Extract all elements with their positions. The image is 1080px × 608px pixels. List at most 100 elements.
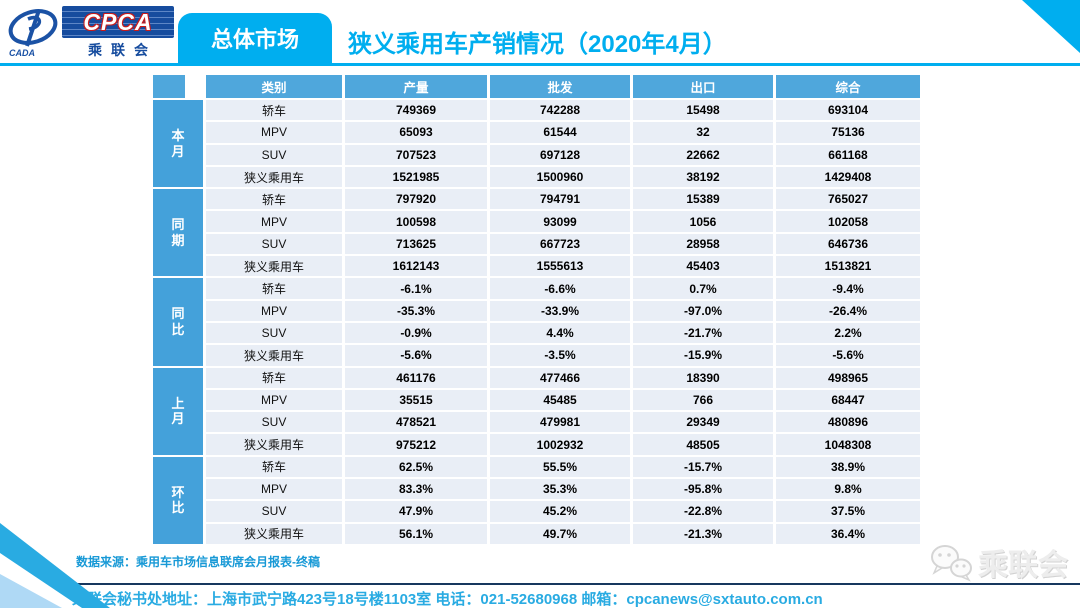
value-cell-composite: 1429408 — [776, 166, 920, 188]
row-group-label: 同比 — [153, 278, 203, 366]
value-cell-wholesale: -33.9% — [490, 300, 630, 321]
value-cell-export: 0.7% — [633, 278, 773, 299]
value-cell-export: 18390 — [633, 367, 773, 388]
value-cell-composite: -9.4% — [776, 278, 920, 299]
value-cell-export: -22.8% — [633, 501, 773, 522]
category-cell: 狭义乘用车 — [206, 166, 342, 188]
value-cell-composite: 765027 — [776, 189, 920, 210]
category-cell: 轿车 — [206, 278, 342, 299]
watermark-text: 乘联会 — [978, 549, 1068, 582]
row-group-label: 环比 — [153, 456, 203, 544]
category-cell: 轿车 — [206, 456, 342, 478]
section-tab: 总体市场 — [178, 13, 332, 63]
column-header-wholesale: 批发 — [490, 75, 630, 98]
value-cell-export: 22662 — [633, 144, 773, 165]
category-cell: SUV — [206, 412, 342, 433]
value-cell-composite: 75136 — [776, 122, 920, 143]
category-cell: 狭义乘用车 — [206, 345, 342, 366]
row-group-label-text: 环比 — [171, 484, 185, 516]
category-cell: SUV — [206, 322, 342, 344]
value-cell-export: -15.7% — [633, 456, 773, 478]
value-cell-production: 65093 — [345, 122, 487, 143]
corner-stripes-decoration — [0, 523, 110, 608]
value-cell-wholesale: 794791 — [490, 189, 630, 210]
category-cell: 轿车 — [206, 367, 342, 388]
value-cell-composite: 9.8% — [776, 479, 920, 500]
row-group-label: 上月 — [153, 367, 203, 455]
value-cell-wholesale: 477466 — [490, 367, 630, 388]
corner-triangle-decoration — [1022, 0, 1080, 53]
table-corner-cell — [153, 75, 203, 98]
value-cell-export: 15389 — [633, 189, 773, 210]
value-cell-wholesale: 1002932 — [490, 434, 630, 455]
value-cell-wholesale: 93099 — [490, 211, 630, 232]
category-cell: SUV — [206, 501, 342, 522]
header-rule — [0, 63, 1080, 66]
row-group-label-text: 上月 — [171, 395, 185, 427]
category-cell: 轿车 — [206, 100, 342, 121]
value-cell-export: -15.9% — [633, 345, 773, 366]
value-cell-composite: 480896 — [776, 412, 920, 433]
contact-line: 乘联会秘书处地址：上海市武宁路423号18号楼1103室 电话：021-5268… — [72, 591, 823, 608]
value-cell-production: 35515 — [345, 389, 487, 411]
value-cell-wholesale: 742288 — [490, 100, 630, 121]
value-cell-production: 707523 — [345, 144, 487, 165]
value-cell-composite: 36.4% — [776, 523, 920, 544]
value-cell-composite: 1048308 — [776, 434, 920, 455]
value-cell-composite: 2.2% — [776, 322, 920, 344]
value-cell-export: -21.3% — [633, 523, 773, 544]
value-cell-export: 15498 — [633, 100, 773, 121]
category-cell: MPV — [206, 211, 342, 232]
row-group-label: 本月 — [153, 100, 203, 188]
value-cell-export: 28958 — [633, 233, 773, 255]
value-cell-composite: 37.5% — [776, 501, 920, 522]
column-header-production: 产量 — [345, 75, 487, 98]
emblem-text: CADA — [9, 48, 35, 58]
value-cell-export: -97.0% — [633, 300, 773, 321]
row-group-label-text: 同期 — [171, 217, 185, 248]
value-cell-export: 48505 — [633, 434, 773, 455]
value-cell-wholesale: -3.5% — [490, 345, 630, 366]
value-cell-production: 56.1% — [345, 523, 487, 544]
value-cell-wholesale: -6.6% — [490, 278, 630, 299]
value-cell-wholesale: 61544 — [490, 122, 630, 143]
column-header-category: 类别 — [206, 75, 342, 98]
market-table: 类别 产量 批发 出口 综合 本月 轿车 749369 742288 15498 693104 MPV… — [153, 75, 920, 544]
wechat-watermark: 乘联会 — [928, 540, 1068, 584]
value-cell-production: 749369 — [345, 100, 487, 121]
value-cell-production: 461176 — [345, 367, 487, 388]
category-cell: 狭义乘用车 — [206, 434, 342, 455]
value-cell-export: 45403 — [633, 256, 773, 277]
source-note: 数据来源：乘用车市场信息联席会月报表-终稿 — [76, 555, 320, 569]
category-cell: 狭义乘用车 — [206, 256, 342, 277]
value-cell-wholesale: 35.3% — [490, 479, 630, 500]
section-tab-label: 总体市场 — [210, 27, 299, 52]
value-cell-wholesale: 697128 — [490, 144, 630, 165]
wechat-icon — [931, 545, 972, 582]
value-cell-composite: 1513821 — [776, 256, 920, 277]
value-cell-export: 38192 — [633, 166, 773, 188]
value-cell-composite: -5.6% — [776, 345, 920, 366]
footer-rule — [70, 583, 1080, 585]
value-cell-production: -0.9% — [345, 322, 487, 344]
logo-acronym: CPCA — [62, 6, 174, 38]
logo-org-name: 乘联会 — [88, 42, 157, 58]
value-cell-production: 478521 — [345, 412, 487, 433]
value-cell-export: 766 — [633, 389, 773, 411]
value-cell-wholesale: 45485 — [490, 389, 630, 411]
value-cell-wholesale: 479981 — [490, 412, 630, 433]
value-cell-export: 29349 — [633, 412, 773, 433]
value-cell-production: 47.9% — [345, 501, 487, 522]
value-cell-production: -6.1% — [345, 278, 487, 299]
column-header-export: 出口 — [633, 75, 773, 98]
value-cell-production: -5.6% — [345, 345, 487, 366]
cpca-emblem-icon: CADA — [8, 9, 58, 58]
table-corner-fill — [153, 75, 185, 98]
value-cell-composite: 38.9% — [776, 456, 920, 478]
category-cell: MPV — [206, 389, 342, 411]
category-cell: MPV — [206, 300, 342, 321]
value-cell-production: 83.3% — [345, 479, 487, 500]
value-cell-composite: 646736 — [776, 233, 920, 255]
value-cell-production: 100598 — [345, 211, 487, 232]
